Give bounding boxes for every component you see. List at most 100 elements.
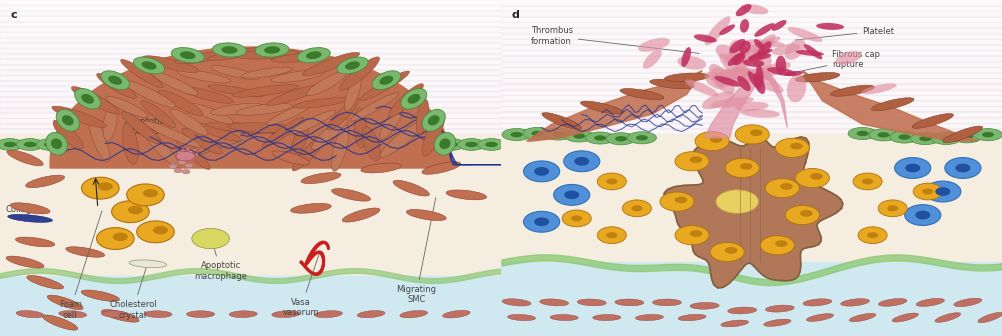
Ellipse shape bbox=[753, 73, 765, 94]
Ellipse shape bbox=[806, 313, 833, 322]
Ellipse shape bbox=[795, 50, 823, 56]
Ellipse shape bbox=[704, 72, 724, 89]
Ellipse shape bbox=[709, 136, 721, 143]
Ellipse shape bbox=[772, 44, 799, 55]
Ellipse shape bbox=[914, 211, 930, 219]
Ellipse shape bbox=[585, 132, 614, 144]
Ellipse shape bbox=[747, 72, 783, 93]
Ellipse shape bbox=[868, 129, 897, 141]
Ellipse shape bbox=[709, 243, 743, 261]
Ellipse shape bbox=[713, 76, 740, 87]
Ellipse shape bbox=[784, 39, 805, 60]
Ellipse shape bbox=[723, 45, 744, 64]
Polygon shape bbox=[501, 67, 1002, 73]
Polygon shape bbox=[501, 128, 1002, 134]
Ellipse shape bbox=[344, 76, 361, 111]
Ellipse shape bbox=[592, 314, 620, 321]
Ellipse shape bbox=[934, 313, 960, 322]
Ellipse shape bbox=[112, 233, 128, 241]
Ellipse shape bbox=[904, 205, 940, 225]
Polygon shape bbox=[663, 137, 842, 288]
Polygon shape bbox=[0, 91, 501, 97]
Ellipse shape bbox=[621, 200, 651, 217]
Ellipse shape bbox=[264, 46, 280, 54]
Ellipse shape bbox=[301, 173, 341, 183]
Polygon shape bbox=[526, 71, 701, 141]
Polygon shape bbox=[501, 89, 1002, 95]
Ellipse shape bbox=[379, 76, 393, 85]
Ellipse shape bbox=[122, 123, 138, 164]
Ellipse shape bbox=[922, 188, 932, 195]
Polygon shape bbox=[0, 107, 501, 113]
Ellipse shape bbox=[738, 41, 750, 54]
Ellipse shape bbox=[840, 299, 869, 306]
Ellipse shape bbox=[337, 57, 368, 74]
Polygon shape bbox=[501, 0, 1002, 336]
Ellipse shape bbox=[533, 167, 549, 176]
Ellipse shape bbox=[911, 114, 953, 128]
Ellipse shape bbox=[47, 295, 83, 310]
Ellipse shape bbox=[174, 136, 210, 170]
Polygon shape bbox=[0, 139, 501, 145]
Ellipse shape bbox=[129, 260, 166, 267]
Ellipse shape bbox=[36, 139, 64, 151]
Polygon shape bbox=[501, 100, 1002, 107]
Ellipse shape bbox=[765, 179, 799, 198]
Ellipse shape bbox=[312, 118, 348, 150]
Ellipse shape bbox=[563, 151, 599, 172]
Polygon shape bbox=[0, 150, 501, 156]
Polygon shape bbox=[501, 111, 1002, 118]
Polygon shape bbox=[0, 101, 501, 108]
Ellipse shape bbox=[332, 188, 370, 201]
Ellipse shape bbox=[294, 97, 348, 108]
Ellipse shape bbox=[188, 151, 192, 153]
Ellipse shape bbox=[133, 57, 164, 74]
Ellipse shape bbox=[465, 142, 477, 147]
Ellipse shape bbox=[175, 51, 227, 64]
Ellipse shape bbox=[674, 197, 686, 203]
Ellipse shape bbox=[422, 113, 444, 156]
Ellipse shape bbox=[53, 120, 83, 149]
Ellipse shape bbox=[502, 299, 530, 306]
Ellipse shape bbox=[754, 23, 775, 37]
Ellipse shape bbox=[272, 151, 310, 165]
Polygon shape bbox=[501, 78, 1002, 84]
Ellipse shape bbox=[428, 115, 439, 126]
Ellipse shape bbox=[715, 190, 758, 213]
Ellipse shape bbox=[66, 247, 104, 257]
Ellipse shape bbox=[6, 256, 44, 268]
Ellipse shape bbox=[573, 133, 585, 139]
Ellipse shape bbox=[580, 101, 622, 114]
Polygon shape bbox=[0, 53, 501, 59]
Ellipse shape bbox=[866, 232, 878, 238]
Ellipse shape bbox=[775, 138, 809, 157]
Text: c: c bbox=[10, 10, 17, 20]
Ellipse shape bbox=[191, 228, 229, 249]
Ellipse shape bbox=[152, 226, 168, 235]
Text: Thrombus
formation: Thrombus formation bbox=[530, 26, 698, 53]
Ellipse shape bbox=[229, 311, 257, 318]
Ellipse shape bbox=[631, 205, 641, 211]
Ellipse shape bbox=[800, 210, 812, 217]
Ellipse shape bbox=[739, 37, 780, 56]
Ellipse shape bbox=[605, 178, 616, 184]
Ellipse shape bbox=[143, 121, 200, 147]
Ellipse shape bbox=[361, 163, 401, 173]
Polygon shape bbox=[501, 134, 1002, 286]
Polygon shape bbox=[501, 123, 1002, 129]
Ellipse shape bbox=[627, 132, 656, 144]
Ellipse shape bbox=[734, 45, 757, 70]
Ellipse shape bbox=[510, 132, 522, 137]
Polygon shape bbox=[0, 134, 501, 309]
Polygon shape bbox=[0, 128, 501, 134]
Ellipse shape bbox=[307, 71, 347, 96]
Ellipse shape bbox=[664, 73, 708, 82]
Ellipse shape bbox=[835, 51, 861, 65]
Ellipse shape bbox=[787, 74, 806, 102]
Ellipse shape bbox=[752, 49, 771, 71]
Ellipse shape bbox=[543, 128, 572, 140]
Polygon shape bbox=[0, 112, 501, 118]
Ellipse shape bbox=[439, 138, 450, 149]
Ellipse shape bbox=[416, 99, 428, 135]
Ellipse shape bbox=[354, 108, 366, 148]
